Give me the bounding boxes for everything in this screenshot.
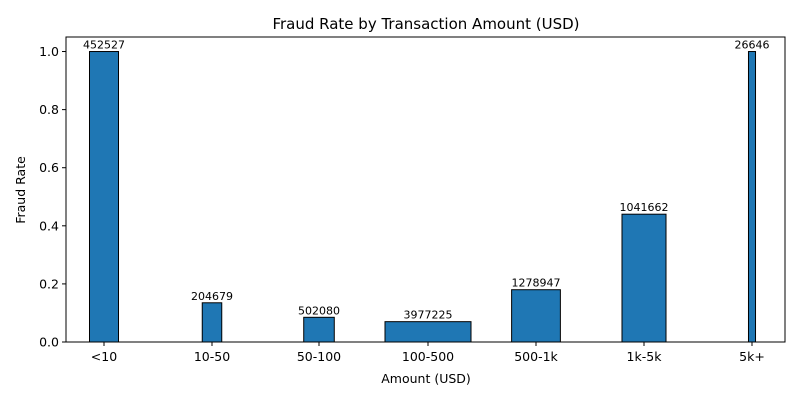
y-tick-label-5: 1.0 <box>39 44 59 59</box>
y-tick-label-1: 0.2 <box>39 276 59 291</box>
y-tick-label-4: 0.8 <box>39 102 59 117</box>
data-labels-group: 452527 204679 502080 3977225 1278947 1041662 2… <box>83 39 770 322</box>
y-tick-label-3: 0.6 <box>39 160 59 175</box>
x-tick-label-0: <10 <box>91 349 117 364</box>
bar-count-label-1: 204679 <box>191 290 233 303</box>
bar-count-label-0: 452527 <box>83 39 125 52</box>
bar-0 <box>88 51 120 343</box>
bar-count-label-4: 1278947 <box>512 277 561 290</box>
bar-5 <box>621 213 667 343</box>
bar-6 <box>747 51 757 343</box>
bar-1 <box>201 302 223 343</box>
bar-4 <box>511 289 561 343</box>
y-axis: 0.0 0.2 0.4 0.6 0.8 1.0 <box>39 44 66 350</box>
x-tick-label-4: 500-1k <box>514 349 558 364</box>
bars-group <box>88 51 757 343</box>
x-tick-label-3: 100-500 <box>402 349 454 364</box>
plot-frame <box>65 36 786 343</box>
y-tick-label-0: 0.0 <box>39 335 59 350</box>
x-axis: <10 10-50 50-100 100-500 500-1k 1k-5k 5k+ <box>91 342 765 364</box>
bar-2 <box>303 316 335 343</box>
chart-title: Fraud Rate by Transaction Amount (USD) <box>272 15 579 33</box>
x-tick-label-5: 1k-5k <box>627 349 663 364</box>
bar-count-label-3: 3977225 <box>404 309 453 322</box>
bar-count-label-6: 26646 <box>735 39 770 52</box>
bar-3 <box>384 321 472 343</box>
x-axis-label: Amount (USD) <box>381 371 471 386</box>
bar-count-label-2: 502080 <box>298 304 340 317</box>
x-tick-label-1: 10-50 <box>194 349 230 364</box>
x-tick-label-6: 5k+ <box>739 349 765 364</box>
bar-count-label-5: 1041662 <box>620 201 669 214</box>
y-axis-label: Fraud Rate <box>13 156 28 224</box>
y-tick-label-2: 0.4 <box>39 218 59 233</box>
x-tick-label-2: 50-100 <box>297 349 341 364</box>
